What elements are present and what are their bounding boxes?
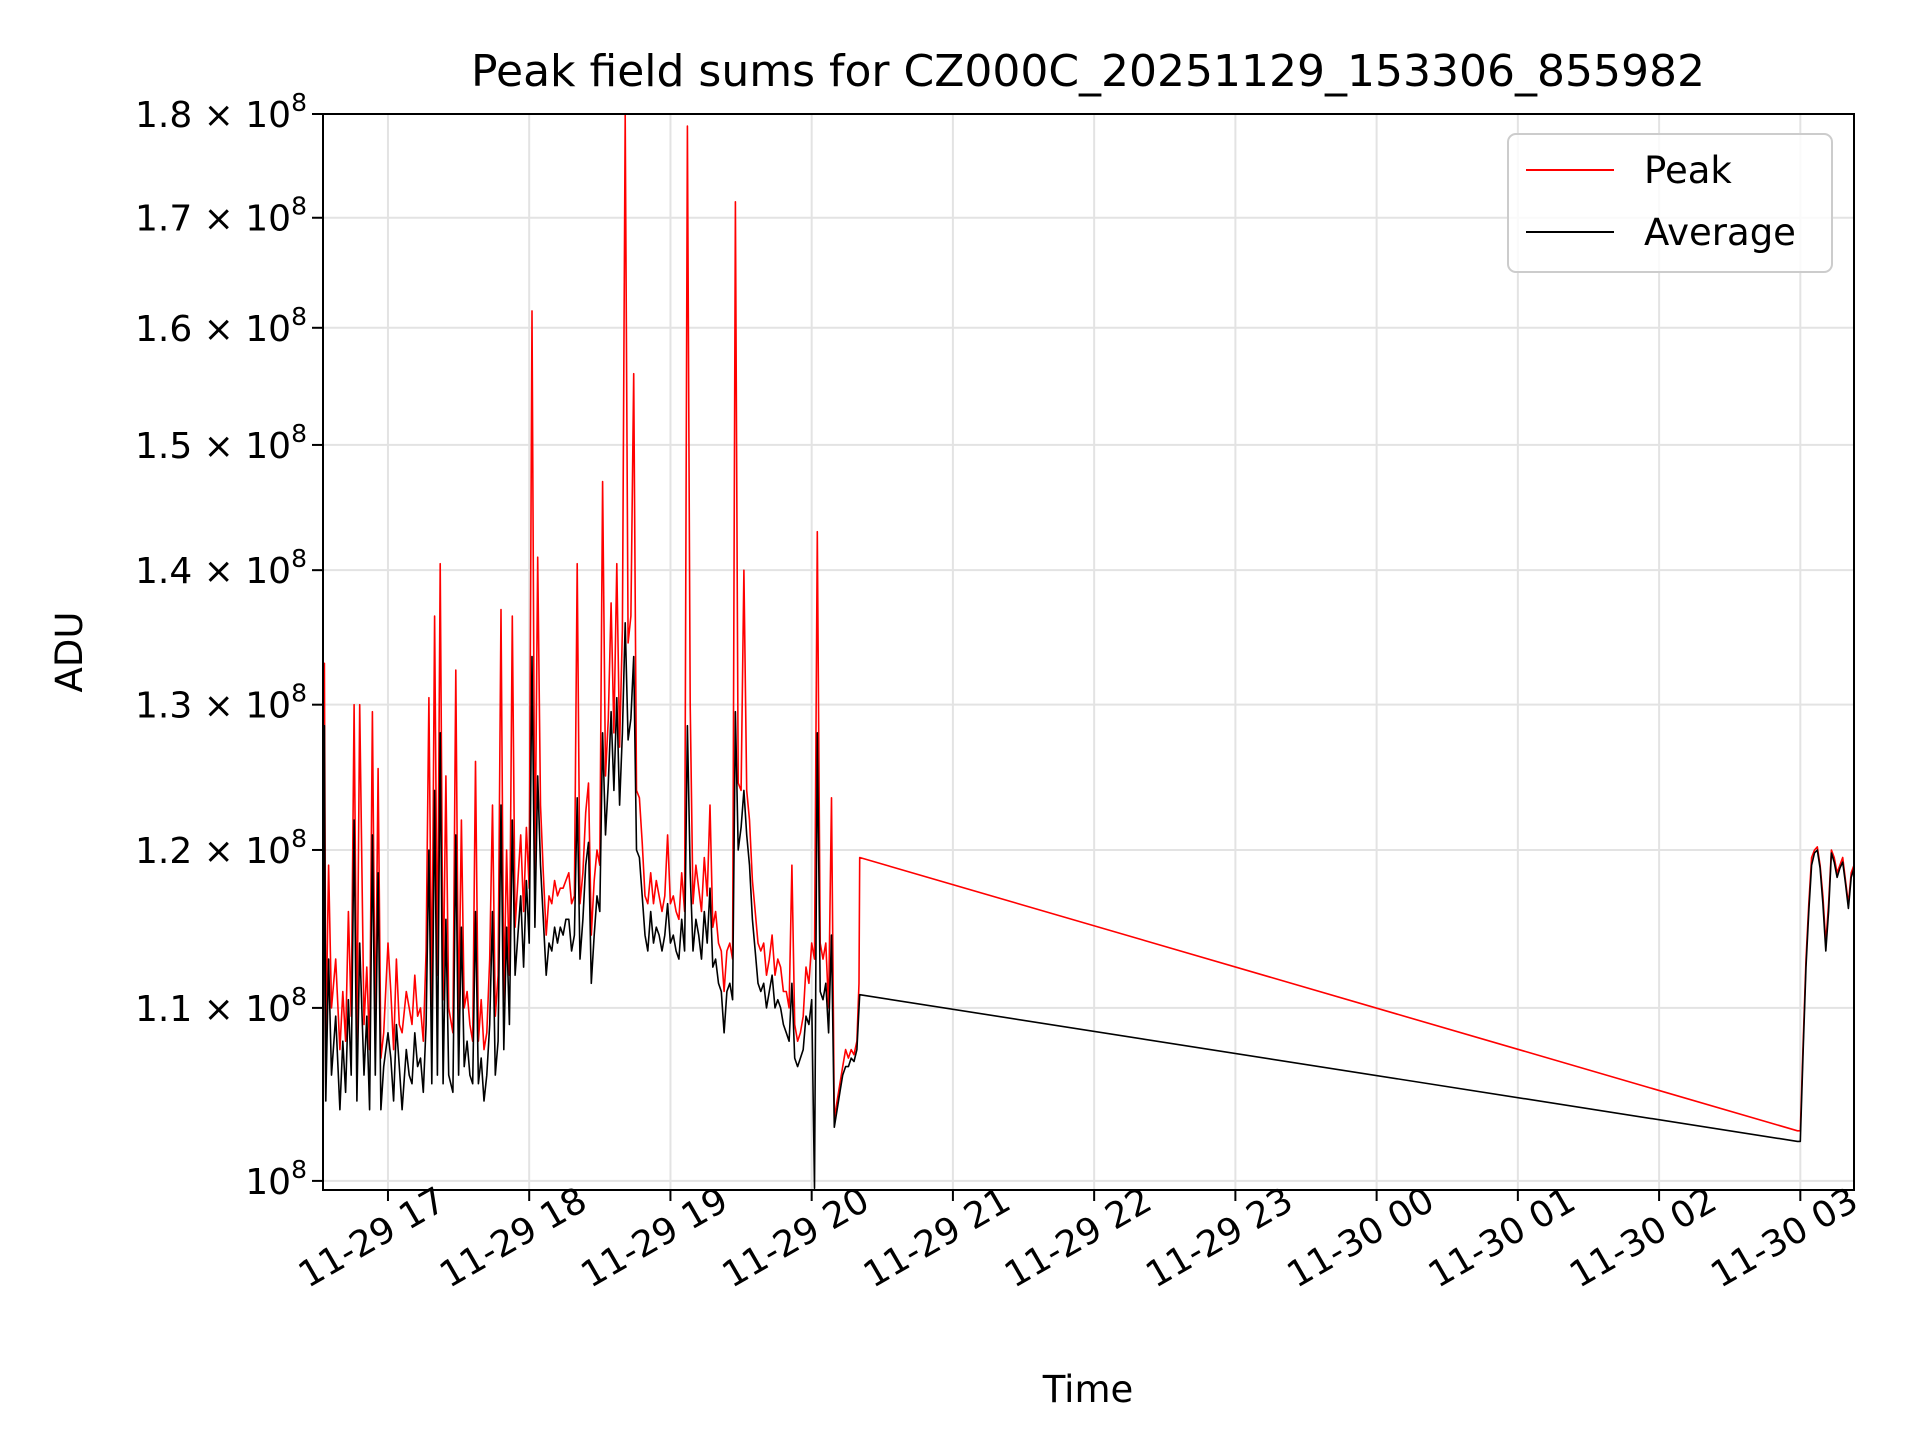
y-tick-label: 108 bbox=[245, 1155, 307, 1203]
y-tick-label: 1.3 × 108 bbox=[135, 679, 307, 727]
y-tick-label: 1.8 × 108 bbox=[135, 88, 307, 136]
y-tick-label: 1.5 × 108 bbox=[135, 419, 307, 467]
plot-area bbox=[323, 114, 1854, 1189]
legend-label-peak: Peak bbox=[1644, 149, 1732, 192]
y-axis-label: ADU bbox=[48, 612, 91, 693]
series-line-peak bbox=[323, 114, 1854, 1178]
y-tick-label: 1.7 × 108 bbox=[135, 192, 307, 240]
chart-title: Peak field sums for CZ000C_20251129_1533… bbox=[471, 46, 1705, 97]
legend: Peak Average bbox=[1507, 133, 1833, 273]
series-line-average bbox=[323, 622, 1854, 1189]
legend-label-average: Average bbox=[1644, 211, 1796, 254]
x-axis-label: Time bbox=[1042, 1368, 1134, 1411]
y-tick-label: 1.2 × 108 bbox=[135, 824, 307, 872]
legend-box bbox=[1507, 133, 1833, 273]
y-tick-label: 1.4 × 108 bbox=[135, 544, 307, 592]
y-tick-label: 1.1 × 108 bbox=[135, 982, 307, 1030]
y-tick-label: 1.6 × 108 bbox=[135, 302, 307, 350]
y-axis: 108 1.1 × 108 1.2 × 108 1.3 × 108 1.4 × 108 1… bbox=[135, 88, 323, 1203]
plot-frame bbox=[322, 113, 1855, 1191]
